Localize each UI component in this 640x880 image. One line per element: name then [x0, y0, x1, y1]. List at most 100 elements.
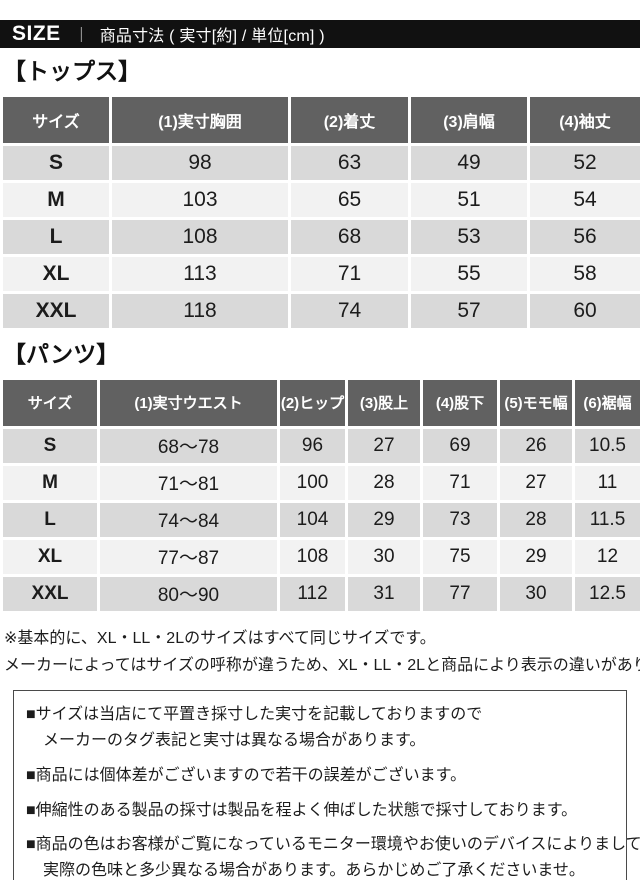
value-cell: 56	[527, 216, 640, 257]
disclaimer-line: ■サイズは当店にて平置き採寸した実寸を記載しておりますので	[26, 705, 483, 723]
pants-row-xxl: XXL 80〜90 112 31 77 30 12.5	[0, 573, 640, 614]
disclaimer-item-stretch: ■伸縮性のある製品の採寸は製品を程よく伸ばした状態で採寸しております。	[26, 798, 616, 824]
value-cell: 65	[288, 179, 411, 220]
value-cell: 108	[109, 216, 291, 257]
value-cell: 29	[497, 536, 575, 577]
value-cell: 104	[277, 499, 348, 540]
tops-header-row: サイズ (1)実寸胸囲 (2)着丈 (3)肩幅 (4)袖丈	[0, 93, 640, 146]
disclaimer-line: ■伸縮性のある製品の採寸は製品を程よく伸ばした状態で採寸しております。	[26, 801, 578, 819]
tops-header-chest: (1)実寸胸囲	[109, 93, 291, 146]
pants-section-title: 【パンツ】	[3, 340, 120, 367]
tops-header-length: (2)着丈	[288, 93, 411, 146]
tops-row-xl: XL 113 71 55 58	[0, 253, 640, 294]
size-cell: XXL	[0, 573, 100, 614]
value-cell: 71〜81	[97, 462, 280, 503]
value-cell: 55	[408, 253, 530, 294]
value-cell: 30	[345, 536, 423, 577]
size-cell: L	[0, 499, 100, 540]
pants-header-rise: (3)股上	[345, 376, 423, 429]
value-cell: 100	[277, 462, 348, 503]
value-cell: 71	[288, 253, 411, 294]
tops-header-size: サイズ	[0, 93, 112, 146]
value-cell: 30	[497, 573, 575, 614]
value-cell: 77〜87	[97, 536, 280, 577]
value-cell: 52	[527, 142, 640, 183]
pants-row-m: M 71〜81 100 28 71 27 11	[0, 462, 640, 503]
value-cell: 118	[109, 290, 291, 331]
value-cell: 63	[288, 142, 411, 183]
disclaimer-item-measurement: ■サイズは当店にて平置き採寸した実寸を記載しておりますので メーカーのタグ表記と…	[26, 702, 616, 754]
pants-row-l: L 74〜84 104 29 73 28 11.5	[0, 499, 640, 540]
pants-row-xl: XL 77〜87 108 30 75 29 12	[0, 536, 640, 577]
tops-size-table: サイズ (1)実寸胸囲 (2)着丈 (3)肩幅 (4)袖丈 S 98 63 49…	[0, 93, 640, 331]
value-cell: 29	[345, 499, 423, 540]
disclaimer-box: ■サイズは当店にて平置き採寸した実寸を記載しておりますので メーカーのタグ表記と…	[13, 689, 640, 880]
size-cell: M	[0, 179, 112, 220]
size-header-bar: SIZE ｜ 商品寸法 ( 実寸[約] / 単位[cm] )	[0, 20, 640, 48]
value-cell: 68	[288, 216, 411, 257]
value-cell: 98	[109, 142, 291, 183]
value-cell: 80〜90	[97, 573, 280, 614]
size-bar-divider: ｜	[73, 26, 89, 44]
tops-row-m: M 103 65 51 54	[0, 179, 640, 220]
value-cell: 10.5	[572, 425, 640, 466]
value-cell: 28	[497, 499, 575, 540]
size-cell: L	[0, 216, 112, 257]
pants-header-hip: (2)ヒップ	[277, 376, 348, 429]
value-cell: 11	[572, 462, 640, 503]
tops-header-shoulder: (3)肩幅	[408, 93, 530, 146]
pants-header-inseam: (4)股下	[420, 376, 500, 429]
disclaimer-line: ■商品には個体差がございますので若干の誤差がございます。	[26, 766, 467, 784]
pants-size-table: サイズ (1)実寸ウエスト (2)ヒップ (3)股上 (4)股下 (5)モモ幅 …	[0, 376, 640, 614]
tops-header-sleeve: (4)袖丈	[527, 93, 640, 146]
value-cell: 74	[288, 290, 411, 331]
value-cell: 74〜84	[97, 499, 280, 540]
pants-header-thigh: (5)モモ幅	[497, 376, 575, 429]
value-cell: 69	[420, 425, 500, 466]
value-cell: 12	[572, 536, 640, 577]
value-cell: 73	[420, 499, 500, 540]
size-cell: XXL	[0, 290, 112, 331]
tops-row-xxl: XXL 118 74 57 60	[0, 290, 640, 331]
value-cell: 57	[408, 290, 530, 331]
tops-row-l: L 108 68 53 56	[0, 216, 640, 257]
value-cell: 27	[497, 462, 575, 503]
size-cell: XL	[0, 536, 100, 577]
disclaimer-item-tolerance: ■商品には個体差がございますので若干の誤差がございます。	[26, 763, 616, 789]
value-cell: 12.5	[572, 573, 640, 614]
size-cell: S	[0, 425, 100, 466]
value-cell: 58	[527, 253, 640, 294]
size-cell: S	[0, 142, 112, 183]
disclaimer-line: 実際の色味と多少異なる場合があります。あらかじめご了承くださいませ。	[43, 862, 585, 880]
value-cell: 71	[420, 462, 500, 503]
value-cell: 113	[109, 253, 291, 294]
pants-header-waist: (1)実寸ウエスト	[97, 376, 280, 429]
value-cell: 28	[345, 462, 423, 503]
value-cell: 60	[527, 290, 640, 331]
value-cell: 49	[408, 142, 530, 183]
pants-header-hem: (6)裾幅	[572, 376, 640, 429]
size-notes: ※基本的に、XL・LL・2Lのサイズはすべて同じサイズです。 メーカーによっては…	[4, 625, 640, 680]
disclaimer-item-color: ■商品の色はお客様がご覧になっているモニター環境やお使いのデバイスによりましても…	[26, 832, 640, 880]
value-cell: 96	[277, 425, 348, 466]
pants-header-size: サイズ	[0, 376, 100, 429]
tops-section-title: 【トップス】	[3, 58, 141, 84]
value-cell: 54	[527, 179, 640, 220]
value-cell: 27	[345, 425, 423, 466]
value-cell: 75	[420, 536, 500, 577]
value-cell: 26	[497, 425, 575, 466]
disclaimer-line: ■商品の色はお客様がご覧になっているモニター環境やお使いのデバイスによりましても	[26, 836, 640, 854]
disclaimer-line: メーカーのタグ表記と実寸は異なる場合があります。	[43, 731, 426, 749]
value-cell: 108	[277, 536, 348, 577]
value-cell: 112	[277, 573, 348, 614]
value-cell: 31	[345, 573, 423, 614]
tops-row-s: S 98 63 49 52	[0, 142, 640, 183]
pants-row-s: S 68〜78 96 27 69 26 10.5	[0, 425, 640, 466]
value-cell: 53	[408, 216, 530, 257]
size-bar-subtitle: 商品寸法 ( 実寸[約] / 単位[cm] )	[99, 28, 325, 45]
value-cell: 68〜78	[97, 425, 280, 466]
size-cell: M	[0, 462, 100, 503]
size-cell: XL	[0, 253, 112, 294]
size-bar-title: SIZE	[12, 22, 61, 45]
